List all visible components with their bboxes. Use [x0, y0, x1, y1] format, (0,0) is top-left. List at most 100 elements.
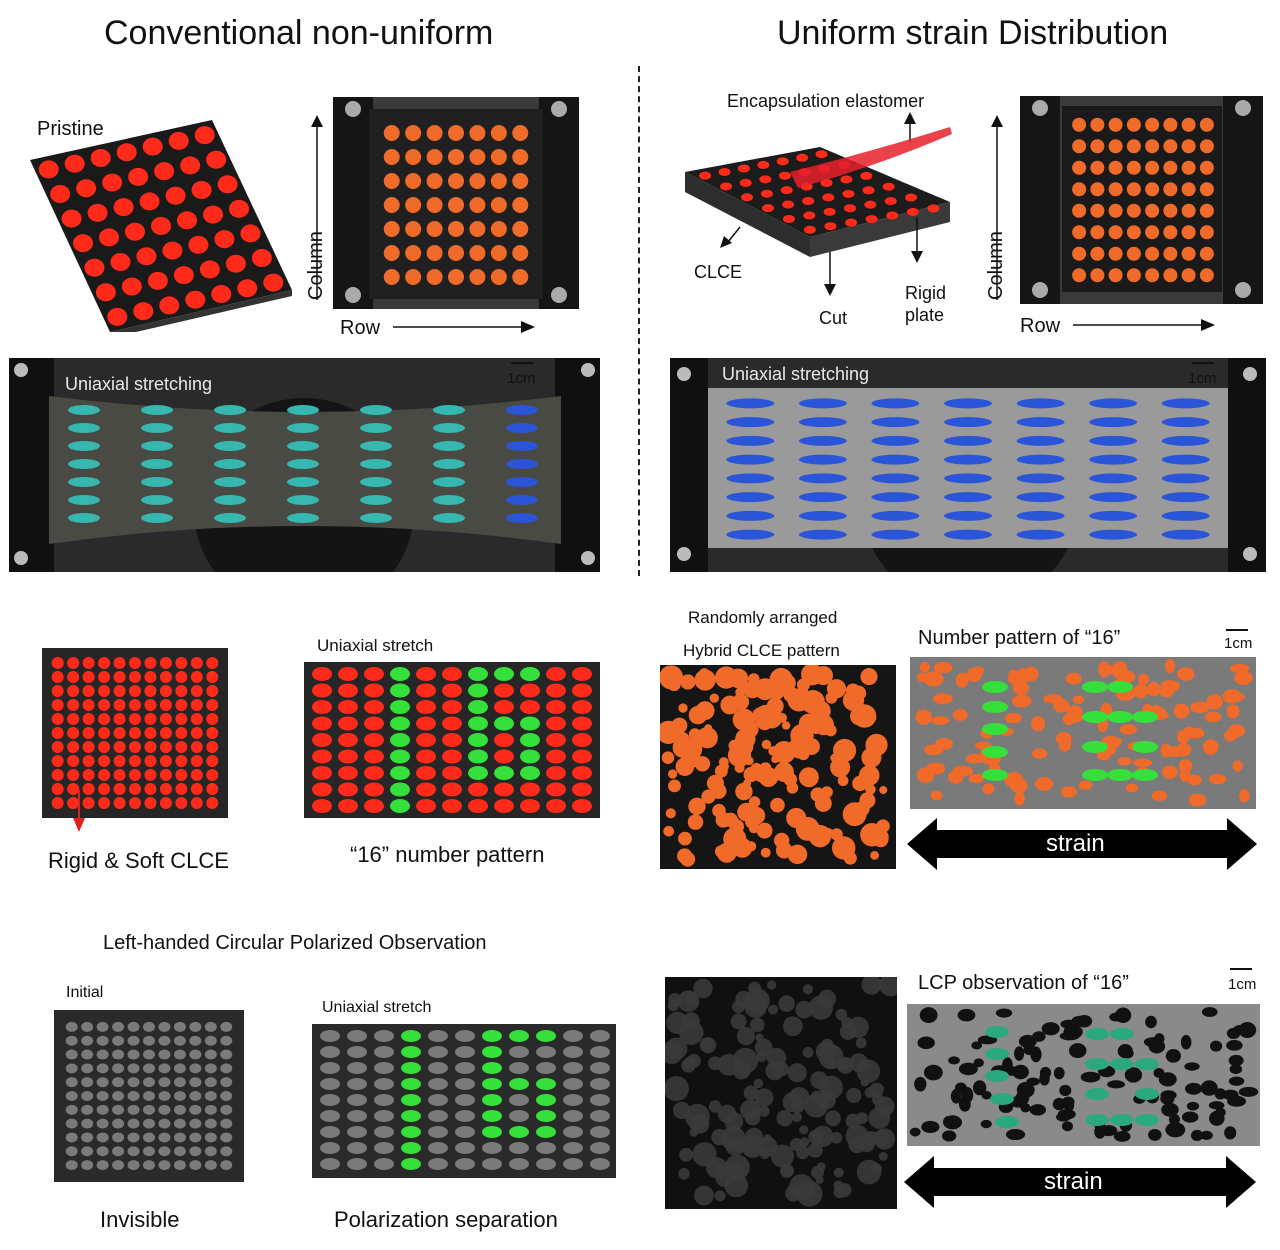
orange-dot	[1199, 182, 1214, 197]
green-dot	[401, 1030, 421, 1042]
orange-dot	[1181, 139, 1196, 154]
grey-dot	[374, 1030, 394, 1042]
lcp-section-title: Left-handed Circular Polarized Observati…	[103, 932, 487, 954]
red-dot	[364, 749, 384, 764]
exploded-dot	[864, 200, 877, 209]
orange-dot	[1126, 182, 1141, 197]
number-pattern-label: “16” number pattern	[350, 842, 545, 867]
invisible-dot	[143, 1146, 155, 1157]
grey-dot	[563, 1078, 583, 1090]
pristine-dot	[61, 209, 82, 228]
rigid-soft-dot	[51, 755, 64, 767]
invisible-dot	[189, 1160, 202, 1171]
rigid-soft-dot	[190, 783, 203, 795]
invisible-dot	[158, 1077, 171, 1088]
rigid-soft-dot	[51, 783, 64, 795]
rigid-soft-dot	[67, 755, 80, 767]
scale-bar-mid	[1226, 629, 1248, 631]
rigid-soft-dot	[206, 755, 219, 767]
lcp16-dot	[1228, 1054, 1244, 1067]
teal-dot	[141, 423, 173, 433]
rigid-soft-dot	[67, 727, 80, 739]
red-pointer-arrow	[72, 790, 86, 832]
rigid-soft-matrix	[42, 648, 228, 818]
grey-dot	[455, 1110, 475, 1122]
red-dot	[442, 700, 462, 714]
blue-dot	[871, 435, 920, 446]
photo16-dot	[1187, 774, 1202, 786]
teal-dot	[433, 513, 465, 523]
hybrid-dot	[836, 749, 846, 758]
invisible-dot	[96, 1160, 109, 1171]
orange-dot	[1163, 139, 1178, 154]
invisible-dot	[127, 1146, 140, 1157]
invisible-dot	[81, 1118, 94, 1129]
green-dot	[536, 1078, 556, 1090]
grey-dot	[320, 1094, 340, 1106]
invisible-dot	[112, 1021, 125, 1032]
green-dot	[482, 1062, 502, 1074]
lcp-init-dot	[789, 1137, 804, 1152]
orange-dot	[1108, 139, 1123, 154]
exploded-dot	[803, 225, 816, 234]
lcp-init-dot	[708, 1100, 722, 1113]
hybrid-dot	[857, 772, 873, 788]
invisible-dot	[65, 1118, 78, 1129]
teal-dot	[506, 441, 538, 451]
rigid-soft-dot	[98, 741, 111, 753]
teal-dot	[287, 477, 319, 487]
orange-dot	[1163, 182, 1178, 197]
red-dot	[442, 782, 462, 797]
orange-dot	[1090, 117, 1105, 132]
blue-dot	[871, 417, 920, 428]
orange-dot	[1108, 182, 1123, 197]
photo16-dot	[1125, 783, 1139, 793]
lcp16-dot	[977, 1035, 998, 1045]
lcp-init-dot	[757, 1136, 778, 1157]
pristine-dot	[225, 254, 246, 273]
red-dot	[416, 683, 436, 698]
orange-dot	[1145, 117, 1160, 132]
row-arrow-right	[1073, 318, 1215, 332]
blue-dot	[1161, 529, 1210, 540]
rigid-soft-dot	[144, 685, 157, 697]
photo16-dot	[1147, 681, 1161, 697]
exploded-dot	[884, 197, 897, 206]
lcp16-dot	[948, 1056, 960, 1065]
hybrid-dot	[770, 797, 785, 813]
rigid-soft-dot	[98, 769, 111, 781]
photo16-dot	[1190, 701, 1210, 714]
lcp-init-dot	[808, 995, 833, 1020]
grey-dot	[482, 1158, 502, 1170]
pristine-dot	[191, 181, 212, 199]
hybrid-dot	[687, 814, 704, 830]
hybrid-dot	[732, 693, 750, 711]
stretch-photo-left: Uniaxial stretching 1cm	[9, 358, 600, 572]
lcp-init-dot	[791, 1111, 803, 1123]
teal-dot	[68, 459, 100, 469]
orange-dot	[1181, 117, 1196, 132]
orange-dot	[512, 125, 529, 141]
hybrid-dot	[714, 845, 727, 858]
exploded-dot	[737, 164, 750, 173]
lcp16-dot	[923, 1064, 943, 1081]
lcp-initial-photo	[665, 977, 897, 1209]
rigid-soft-dot	[144, 671, 157, 683]
rigid-soft-dot	[175, 657, 188, 669]
blue-dot	[871, 454, 920, 465]
grey-dot	[590, 1158, 610, 1170]
invisible-dot	[220, 1063, 233, 1074]
rigid-soft-dot	[159, 741, 172, 753]
invisible-dot	[96, 1146, 109, 1157]
rigid-soft-dot	[113, 713, 126, 725]
lcp-init-dot	[863, 1138, 874, 1150]
rigid-soft-dot	[159, 769, 172, 781]
lcp-init-dot	[856, 1112, 869, 1125]
lcp16-dot	[1184, 1082, 1203, 1095]
rigid-soft-dot	[175, 741, 188, 753]
red-dot	[520, 683, 540, 698]
photo16-green	[1132, 711, 1158, 723]
lcp16-dot	[1059, 1031, 1080, 1041]
green-dot	[520, 749, 540, 764]
invisible-dot	[158, 1104, 171, 1115]
